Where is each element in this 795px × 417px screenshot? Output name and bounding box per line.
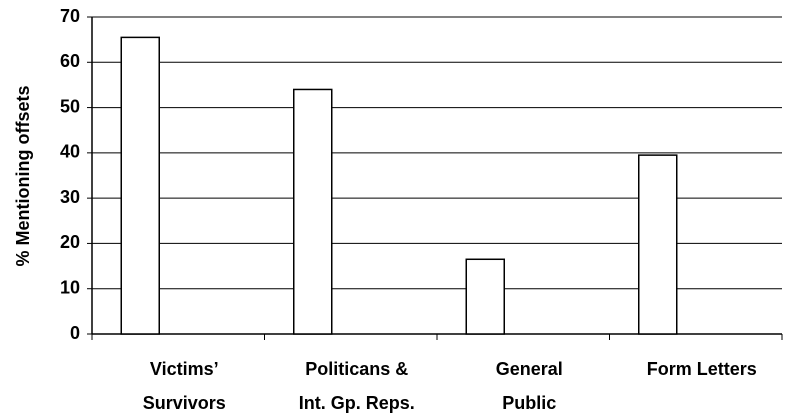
bar: [293, 88, 333, 335]
y-tick-label: 70: [60, 6, 80, 26]
y-tick-label: 60: [60, 51, 80, 71]
x-tick-label: General Public: [496, 359, 563, 413]
y-tick-label: 40: [60, 142, 80, 162]
y-tick-label: 10: [60, 277, 80, 297]
bar: [638, 154, 678, 335]
y-axis-label: % Mentioning offsets: [13, 86, 33, 267]
y-tick-label: 20: [60, 232, 80, 252]
x-tick-label: Form Letters: [647, 359, 757, 379]
y-tick-label: 30: [60, 187, 80, 207]
bar: [120, 36, 160, 335]
y-tick-label: 0: [70, 323, 80, 343]
x-tick-label: Politicans & Int. Gp. Reps.: [299, 359, 415, 413]
y-tick-label: 50: [60, 96, 80, 116]
x-tick-label: Victims’ Survivors: [143, 359, 226, 413]
bar: [465, 258, 505, 335]
